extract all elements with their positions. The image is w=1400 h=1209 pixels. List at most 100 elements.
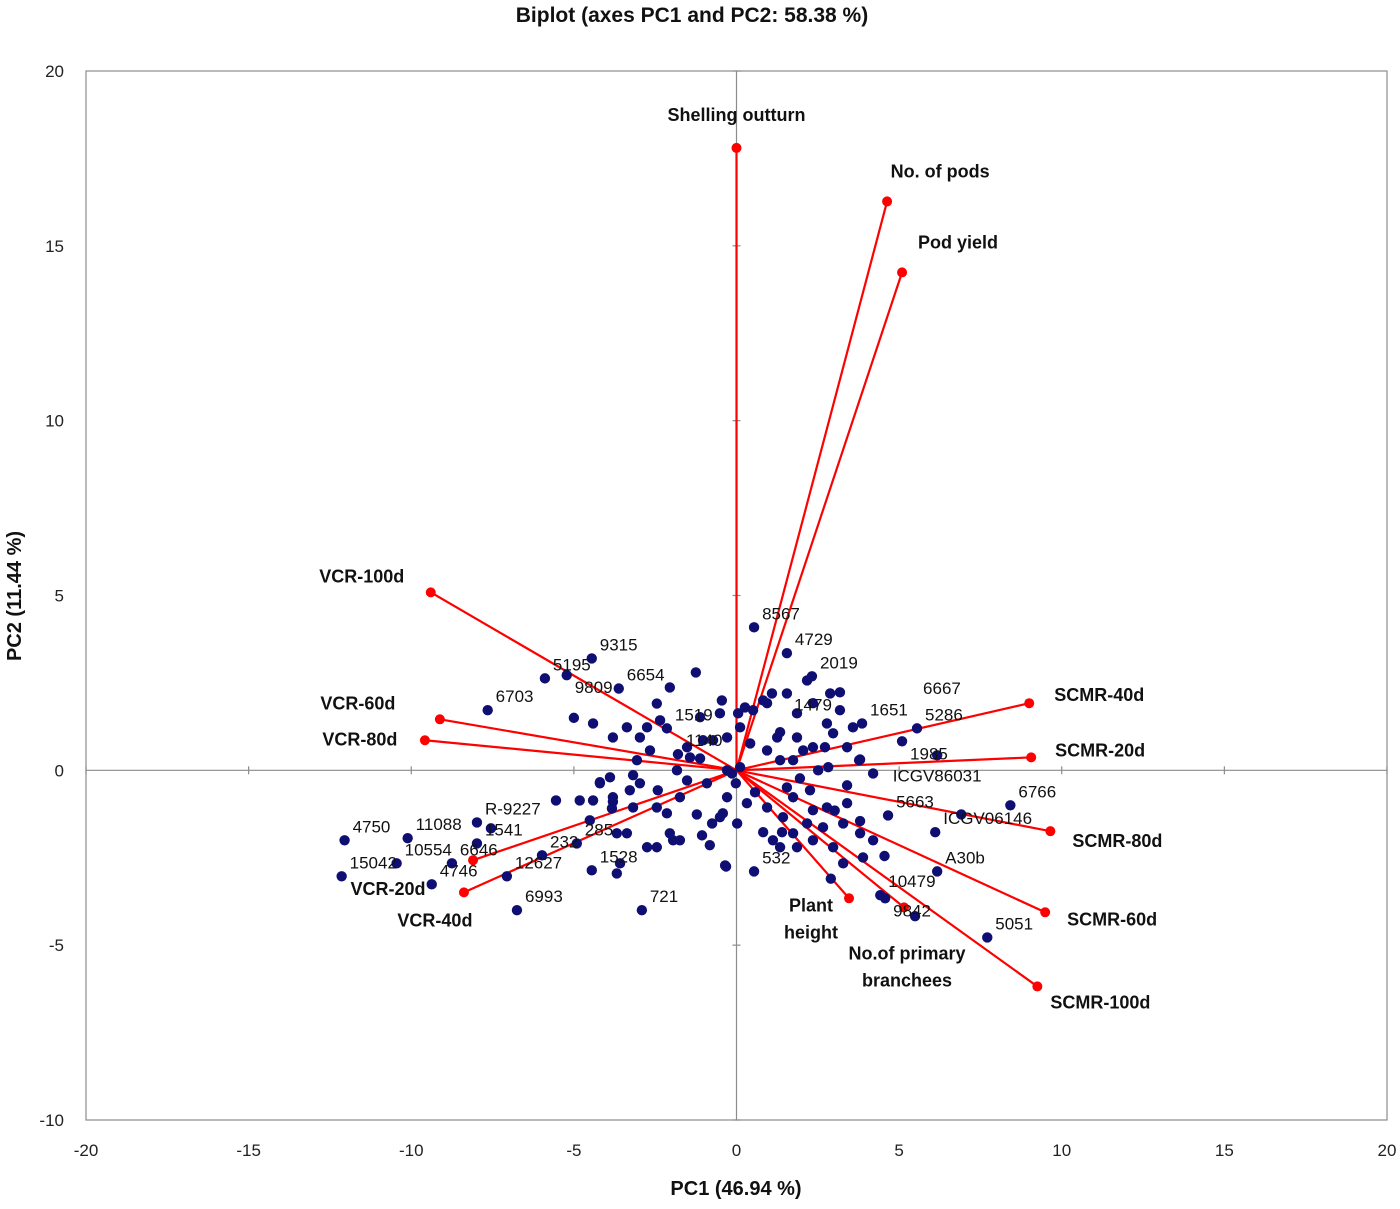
observation-point bbox=[661, 723, 673, 734]
vector-label: SCMR-100d bbox=[1050, 992, 1150, 1012]
loading-vector-tip bbox=[897, 267, 908, 278]
observation-point bbox=[747, 704, 759, 716]
observation-point bbox=[801, 818, 813, 829]
observation-point bbox=[794, 773, 806, 784]
y-tick-label: 0 bbox=[55, 761, 64, 780]
observation-point bbox=[781, 688, 793, 699]
observation-point bbox=[550, 795, 562, 806]
observation-point bbox=[426, 879, 437, 890]
observation-point bbox=[847, 722, 859, 733]
observation-point bbox=[627, 802, 639, 813]
observation-point bbox=[781, 782, 793, 793]
observation-point bbox=[721, 765, 733, 776]
observation-point bbox=[817, 822, 829, 833]
loading-vector-tip bbox=[899, 902, 910, 913]
y-tick-label: 5 bbox=[55, 587, 64, 606]
observation-label: 6766 bbox=[1018, 782, 1056, 801]
observation-point bbox=[587, 718, 599, 729]
observation-point bbox=[791, 708, 803, 719]
x-tick-label: 15 bbox=[1215, 1141, 1234, 1160]
observation-point bbox=[636, 905, 648, 916]
observation-point bbox=[744, 738, 756, 749]
observation-point bbox=[613, 683, 624, 694]
observation-point bbox=[604, 772, 616, 783]
observation-point bbox=[841, 798, 853, 809]
x-tick-label: 0 bbox=[732, 1141, 741, 1160]
observation-point bbox=[697, 735, 709, 746]
observation-point bbox=[732, 708, 744, 719]
observation-point bbox=[834, 704, 846, 716]
observation-label: 9315 bbox=[600, 635, 638, 654]
observation-point bbox=[336, 871, 347, 882]
observation-point bbox=[854, 828, 866, 839]
loading-vector bbox=[736, 769, 1051, 833]
loading-vector bbox=[430, 591, 738, 772]
observation-point bbox=[1005, 800, 1016, 811]
observation-point bbox=[856, 718, 868, 729]
observation-label: 1479 bbox=[794, 695, 832, 714]
observation-point bbox=[787, 754, 799, 766]
observation-point bbox=[471, 838, 483, 849]
observation-point bbox=[806, 671, 818, 682]
observation-point bbox=[776, 827, 788, 838]
observation-point bbox=[627, 770, 639, 781]
observation-point bbox=[730, 778, 742, 789]
observation-label: 5286 bbox=[925, 705, 963, 724]
loading-vector-tip bbox=[458, 887, 469, 898]
observation-point bbox=[621, 828, 633, 839]
observation-label: 6667 bbox=[923, 679, 961, 698]
observation-point bbox=[841, 780, 853, 791]
observation-label: 9809 bbox=[575, 678, 613, 697]
x-tick-label: -15 bbox=[236, 1141, 261, 1160]
observation-point bbox=[694, 711, 706, 723]
vector-label: VCR-20d bbox=[351, 879, 426, 899]
observation-point bbox=[485, 823, 497, 834]
observation-label: 8567 bbox=[762, 604, 800, 623]
observation-point bbox=[931, 750, 943, 761]
observation-label: 1985 bbox=[910, 744, 948, 763]
loading-vector-tip bbox=[882, 196, 893, 207]
observation-point bbox=[841, 742, 853, 753]
observation-label: 1651 bbox=[870, 700, 908, 719]
observation-label: 532 bbox=[762, 848, 790, 867]
loading-vector-tip bbox=[1026, 752, 1037, 763]
observation-point bbox=[761, 745, 773, 756]
observation-point bbox=[721, 792, 733, 803]
observation-point bbox=[571, 838, 583, 849]
observation-point bbox=[787, 828, 799, 839]
loading-vector bbox=[736, 769, 1046, 914]
observation-point bbox=[821, 802, 833, 813]
observation-point bbox=[807, 697, 819, 709]
observation-point bbox=[825, 873, 837, 884]
observation-point bbox=[631, 754, 643, 766]
loading-vector-tip bbox=[731, 142, 742, 153]
observation-label: 15042 bbox=[350, 853, 397, 872]
observation-point bbox=[761, 697, 773, 709]
observation-point bbox=[882, 810, 894, 821]
observation-point bbox=[471, 817, 483, 828]
observation-point bbox=[681, 742, 693, 753]
observation-point bbox=[909, 910, 921, 922]
observation-point bbox=[641, 842, 653, 853]
observation-point bbox=[791, 842, 803, 853]
observation-point bbox=[931, 866, 943, 877]
observation-point bbox=[807, 835, 819, 846]
observation-point bbox=[391, 858, 402, 869]
observation-point bbox=[446, 858, 458, 869]
observation-point bbox=[791, 732, 803, 743]
observation-point bbox=[774, 727, 786, 738]
observation-point bbox=[701, 778, 713, 789]
observation-point bbox=[671, 765, 683, 776]
observation-point bbox=[607, 732, 619, 743]
observation-label: R-9227 bbox=[485, 799, 541, 818]
observation-label: 12627 bbox=[515, 853, 562, 872]
observation-point bbox=[781, 647, 793, 659]
observation-point bbox=[819, 742, 831, 753]
observation-point bbox=[634, 732, 646, 743]
observation-point bbox=[694, 753, 706, 764]
loading-vector-tip bbox=[1032, 981, 1043, 992]
x-tick-label: 20 bbox=[1378, 1141, 1397, 1160]
observation-point bbox=[651, 802, 663, 813]
observation-point bbox=[804, 785, 816, 796]
observation-point bbox=[812, 765, 824, 776]
